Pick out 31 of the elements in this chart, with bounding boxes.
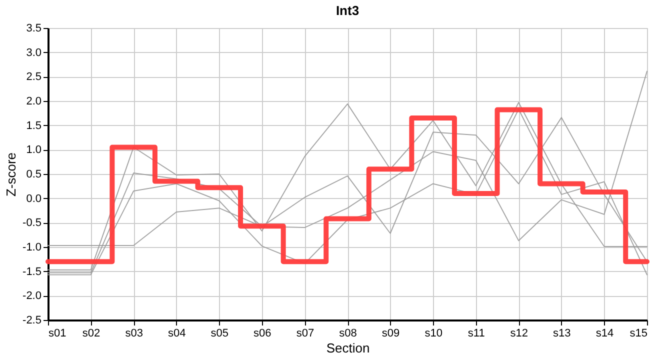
x-tick-label: s11 [468, 328, 485, 340]
y-tick-label: -1.0 [22, 242, 42, 254]
x-tick-label: s01 [48, 328, 66, 340]
y-tick-label: 2.0 [26, 96, 42, 108]
x-tick-label: s03 [125, 328, 143, 340]
x-tick-label: s05 [210, 328, 229, 340]
x-tick-label: s14 [596, 328, 614, 340]
x-tick-label: s07 [296, 328, 314, 340]
y-tick-label: 0.0 [26, 192, 42, 205]
y-tick-label: 1.5 [26, 120, 42, 132]
y-tick-label: -0.5 [22, 217, 42, 230]
y-tick-label: 1.0 [26, 144, 42, 156]
x-tick-label: s10 [424, 328, 442, 340]
x-tick-label: s13 [553, 328, 571, 340]
x-tick-label: s06 [254, 328, 272, 340]
x-tick-label: s02 [82, 328, 100, 340]
x-tick-label: s15 [630, 328, 648, 340]
x-tick-label: s12 [510, 328, 528, 340]
x-tick-label: s09 [382, 328, 400, 340]
y-tick-label: -2.5 [22, 314, 42, 326]
y-tick-label: 3.5 [26, 22, 42, 34]
x-tick-label: s08 [339, 328, 357, 340]
x-tick-label: s04 [168, 328, 186, 340]
y-tick-label: -2.0 [22, 290, 42, 302]
x-axis-title: Section [326, 340, 370, 356]
chart-title: Int3 [336, 3, 360, 18]
y-tick-label: 3.0 [26, 46, 42, 59]
y-tick-label: 2.5 [26, 71, 42, 84]
y-tick-label: 0.5 [26, 168, 42, 180]
y-axis-title: Z-score [4, 152, 19, 197]
y-tick-label: -1.5 [22, 266, 42, 278]
